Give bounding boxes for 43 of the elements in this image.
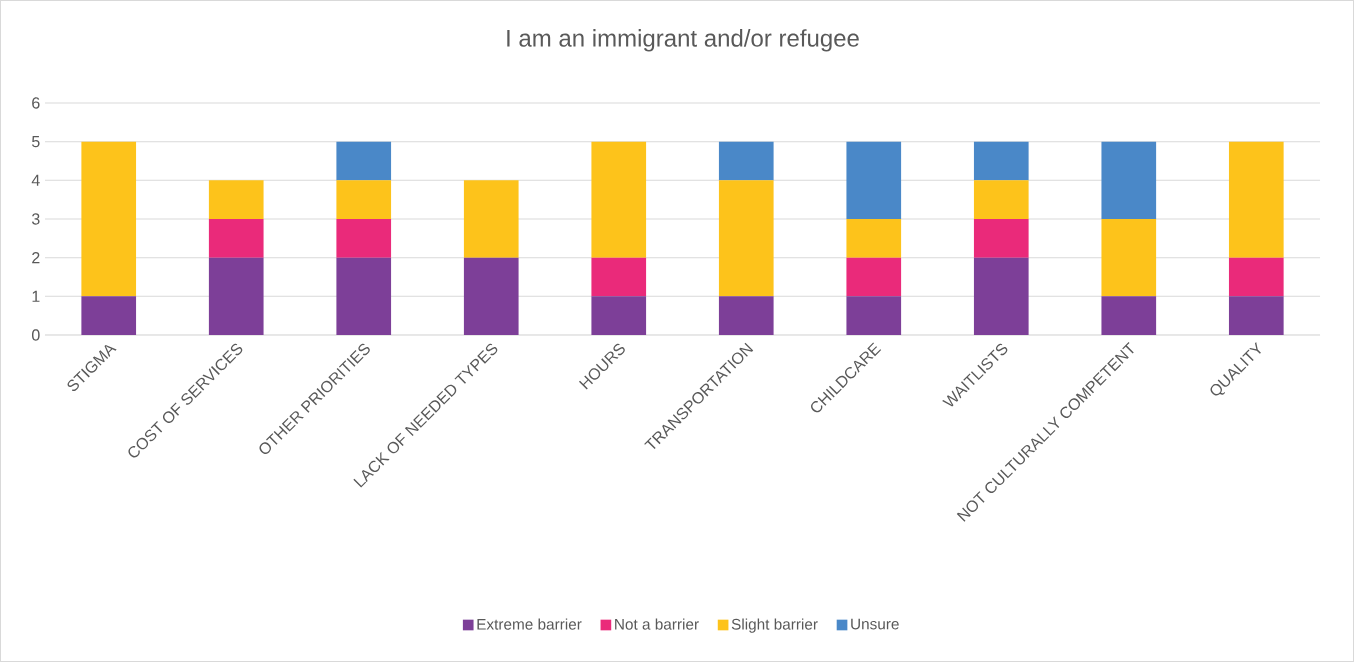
- bar: [846, 257, 902, 297]
- y-tick-label: 4: [31, 174, 40, 186]
- y-tick-label: 1: [32, 290, 40, 302]
- bar: [718, 141, 774, 181]
- bar: [1228, 141, 1284, 258]
- bar: [81, 296, 137, 336]
- bar: [973, 141, 1029, 181]
- bar: [208, 180, 264, 219]
- y-tick-label: 6: [32, 97, 40, 109]
- bar: [973, 219, 1029, 258]
- bar: [718, 296, 774, 336]
- bar: [336, 219, 392, 258]
- bar: [1101, 219, 1157, 297]
- bar: [336, 180, 392, 219]
- bar: [591, 141, 647, 258]
- bar: [846, 219, 902, 258]
- bar: [463, 257, 519, 336]
- y-tick-label: 0: [31, 329, 40, 341]
- y-tick-label: 5: [32, 136, 40, 148]
- bar: [336, 257, 392, 336]
- bar: [973, 257, 1029, 336]
- bar: [336, 141, 392, 181]
- bar: [1228, 296, 1284, 336]
- bar: [81, 141, 137, 297]
- bar: [1228, 257, 1284, 297]
- chart-title: I am an immigrant and/or refugee: [507, 29, 859, 52]
- bar: [208, 257, 264, 336]
- bar: [591, 257, 647, 297]
- bar: [973, 180, 1029, 219]
- bar: [591, 296, 647, 336]
- bar: [718, 180, 774, 297]
- y-tick-label: 2: [32, 252, 40, 264]
- bar: [846, 141, 902, 219]
- y-tick-label: 3: [31, 213, 40, 225]
- bar: [463, 180, 519, 258]
- bar: [208, 219, 264, 258]
- bar: [846, 296, 902, 336]
- bar: [1101, 141, 1157, 219]
- legend-label: Slight barrier: [731, 618, 818, 633]
- bar: [1101, 296, 1157, 336]
- legend-label: Not a barrier: [615, 618, 699, 630]
- legend-label: Unsure: [851, 618, 899, 630]
- legend-label: Extreme barrier: [477, 618, 582, 630]
